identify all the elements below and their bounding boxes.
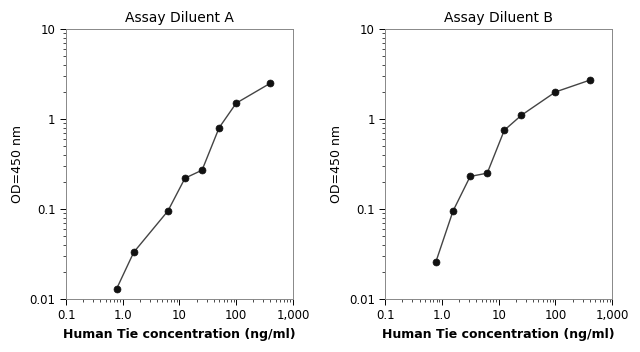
X-axis label: Human Tie concentration (ng/ml): Human Tie concentration (ng/ml) bbox=[63, 328, 296, 341]
Y-axis label: OD=450 nm: OD=450 nm bbox=[330, 125, 344, 203]
Title: Assay Diluent A: Assay Diluent A bbox=[125, 11, 234, 25]
X-axis label: Human Tie concentration (ng/ml): Human Tie concentration (ng/ml) bbox=[383, 328, 615, 341]
Title: Assay Diluent B: Assay Diluent B bbox=[444, 11, 554, 25]
Y-axis label: OD=450 nm: OD=450 nm bbox=[11, 125, 24, 203]
